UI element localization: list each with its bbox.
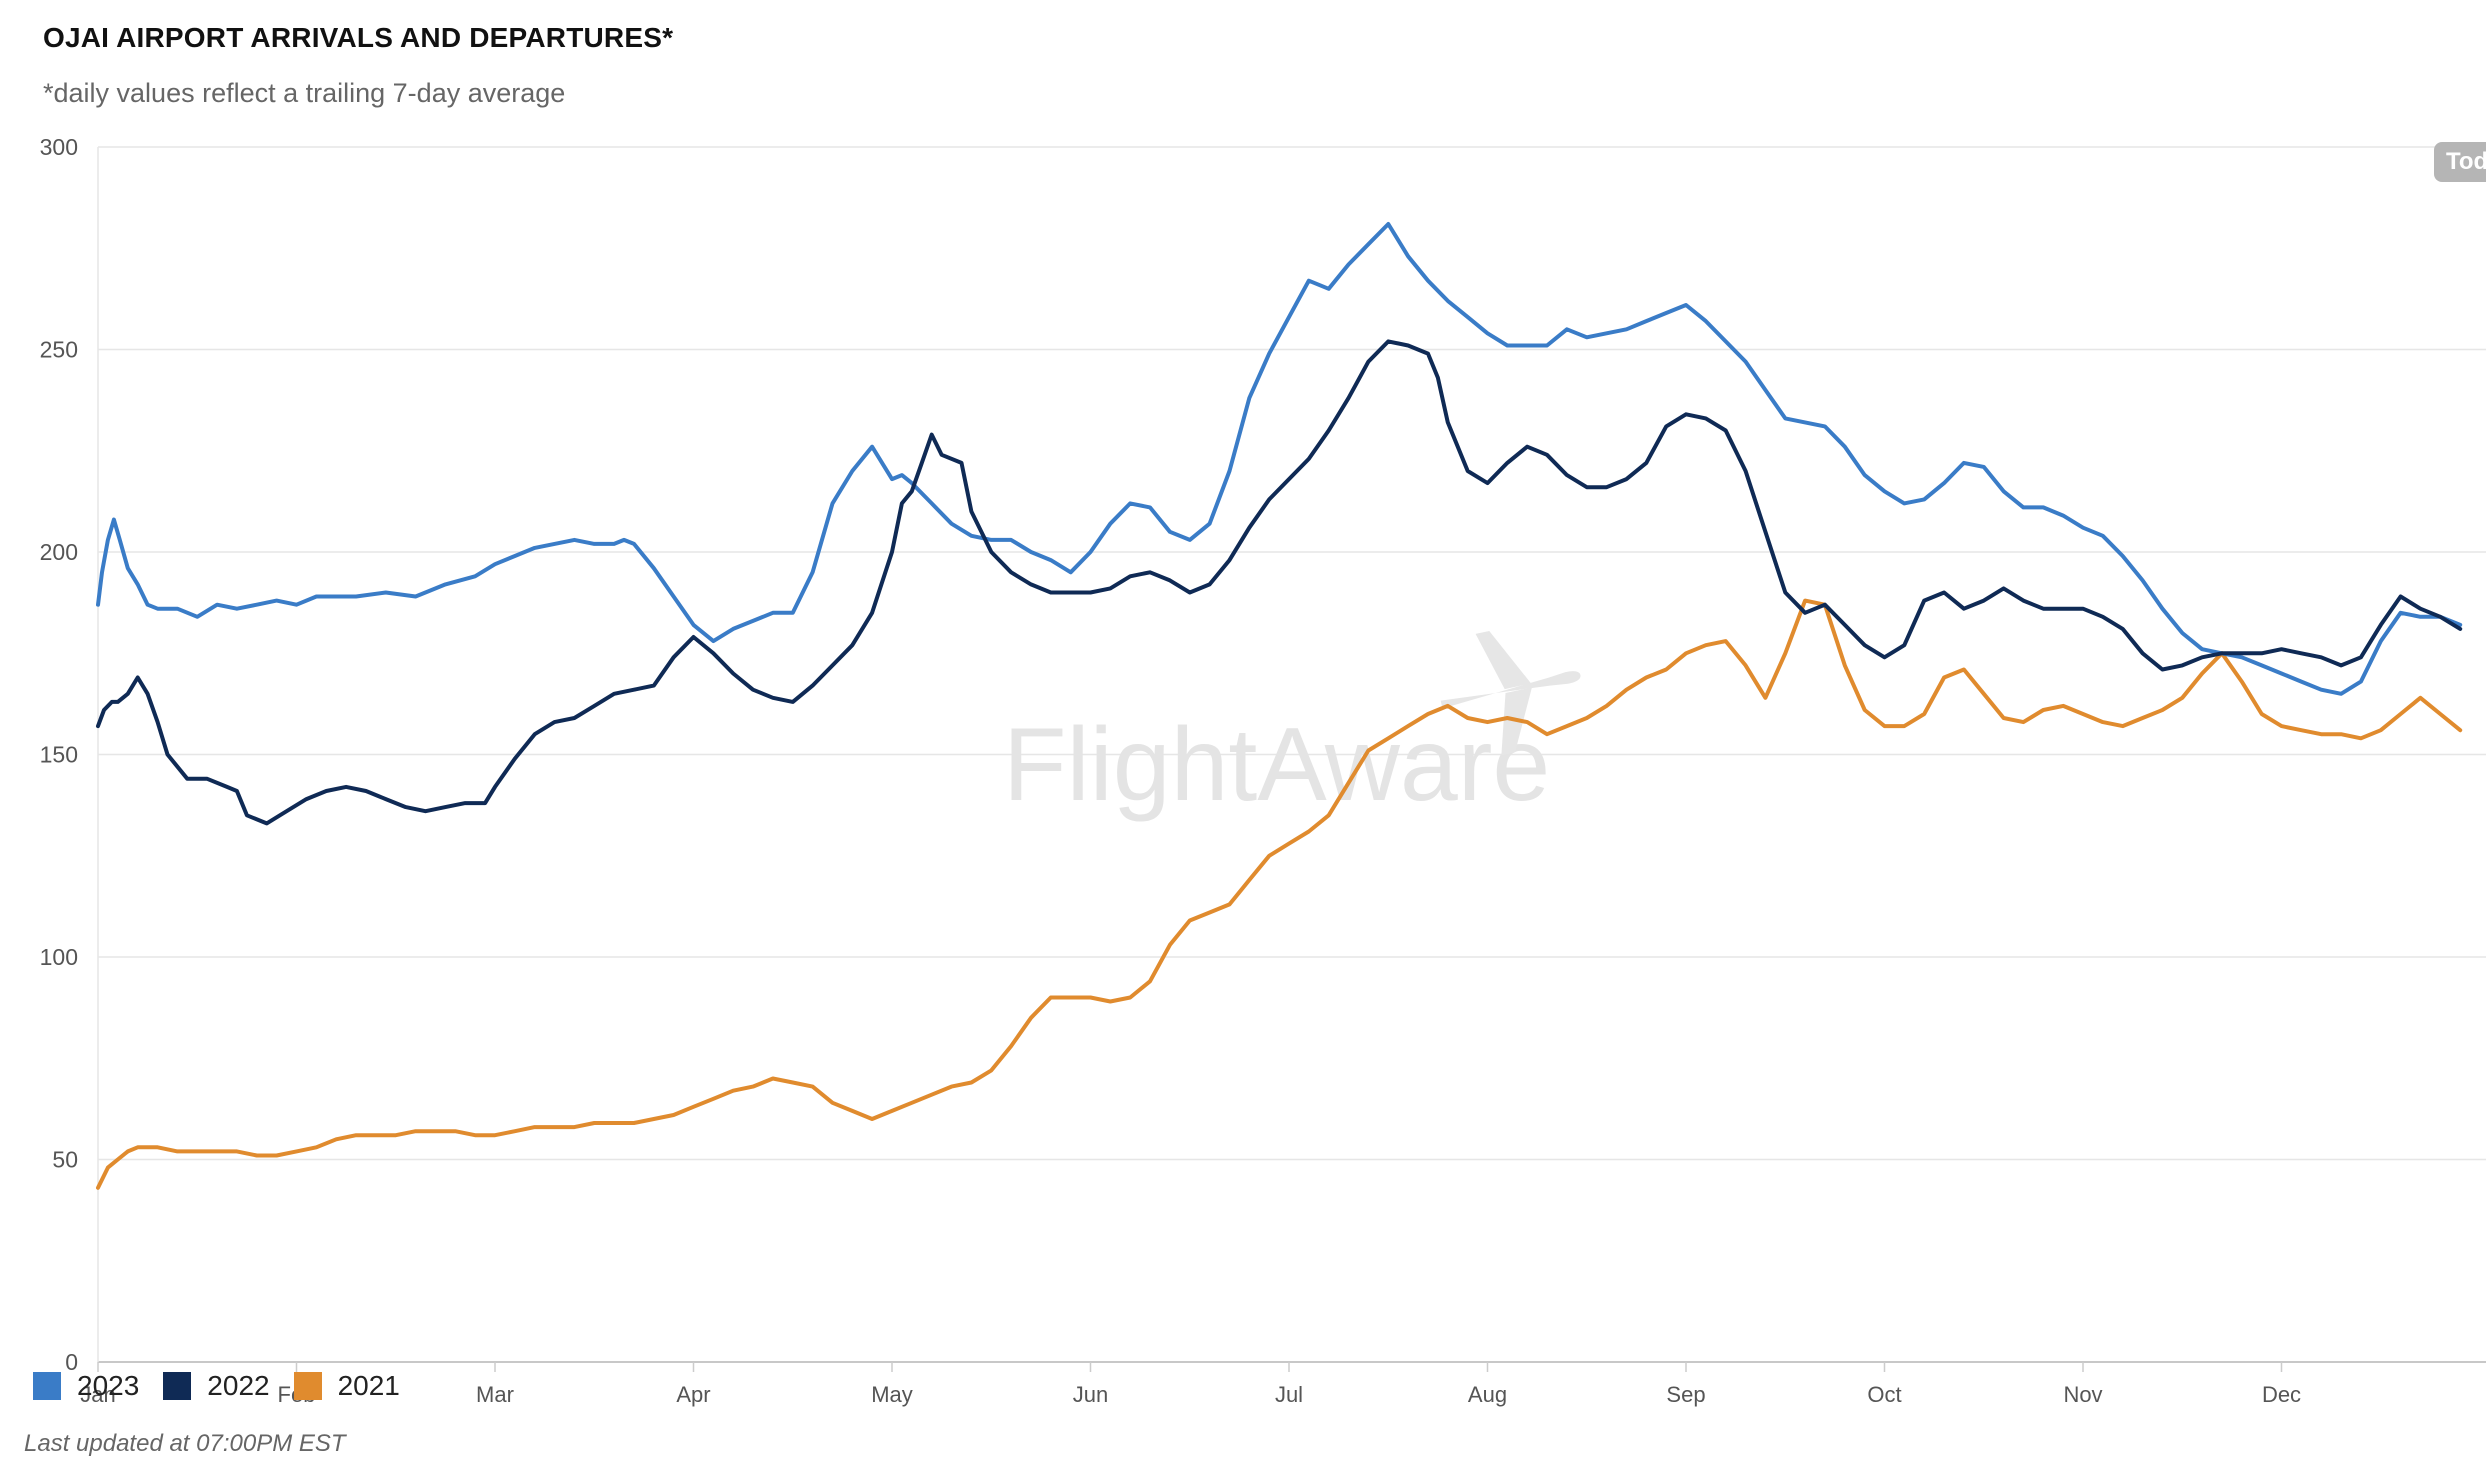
legend: 2023 2022 2021	[33, 1370, 400, 1402]
y-tick-label: 50	[52, 1147, 78, 1173]
y-tick-label: 0	[65, 1349, 78, 1375]
legend-item-2023[interactable]: 2023	[33, 1370, 139, 1402]
legend-swatch-2023	[33, 1372, 61, 1400]
y-tick-label: 300	[40, 134, 78, 160]
chart-subtitle: *daily values reflect a trailing 7-day a…	[43, 78, 566, 108]
legend-label-2022: 2022	[207, 1370, 270, 1401]
legend-label-2023: 2023	[77, 1370, 140, 1401]
x-tick-label: Dec	[2262, 1382, 2301, 1407]
last-updated: Last updated at 07:00PM EST	[24, 1430, 346, 1457]
legend-swatch-2021	[293, 1372, 322, 1400]
x-tick-label: Jul	[1275, 1382, 1303, 1407]
gridlines	[97, 146, 2486, 1363]
x-tick-label: Nov	[2063, 1382, 2102, 1407]
legend-swatch-2022	[163, 1372, 192, 1400]
legend-item-2021[interactable]: 2021	[293, 1370, 400, 1402]
series-line-2022[interactable]	[96, 339, 2463, 826]
x-tick-label: Apr	[676, 1382, 710, 1407]
series-group	[96, 222, 2463, 1190]
legend-label-2021: 2021	[337, 1370, 400, 1401]
chart-title: OJAI AIRPORT ARRIVALS AND DEPARTURES*	[43, 22, 674, 53]
x-tick-label: Mar	[476, 1382, 514, 1407]
y-tick-label: 250	[40, 337, 78, 363]
y-axis: 0 50 100 150 200 250 300	[40, 134, 78, 1375]
x-tick-label: May	[871, 1382, 913, 1407]
series-line-2023[interactable]	[96, 222, 2463, 696]
series-line-2021[interactable]	[96, 598, 2463, 1190]
flightaware-watermark: FlightAware	[1003, 707, 1550, 823]
today-badge[interactable]: Today	[2434, 142, 2486, 182]
x-tick-label: Sep	[1666, 1382, 1705, 1407]
y-tick-label: 150	[40, 742, 78, 768]
x-tick-label: Jan	[80, 1382, 115, 1407]
x-tick-label: Jun	[1073, 1382, 1108, 1407]
x-tick-label: Aug	[1468, 1382, 1507, 1407]
x-tick-label: Oct	[1867, 1382, 1901, 1407]
legend-item-2022[interactable]: 2022	[163, 1370, 270, 1402]
x-axis: JanFebMarAprMayJunJulAugSepOctNovDec	[80, 1362, 2301, 1407]
y-tick-label: 200	[40, 539, 78, 565]
y-tick-label: 100	[40, 944, 78, 970]
